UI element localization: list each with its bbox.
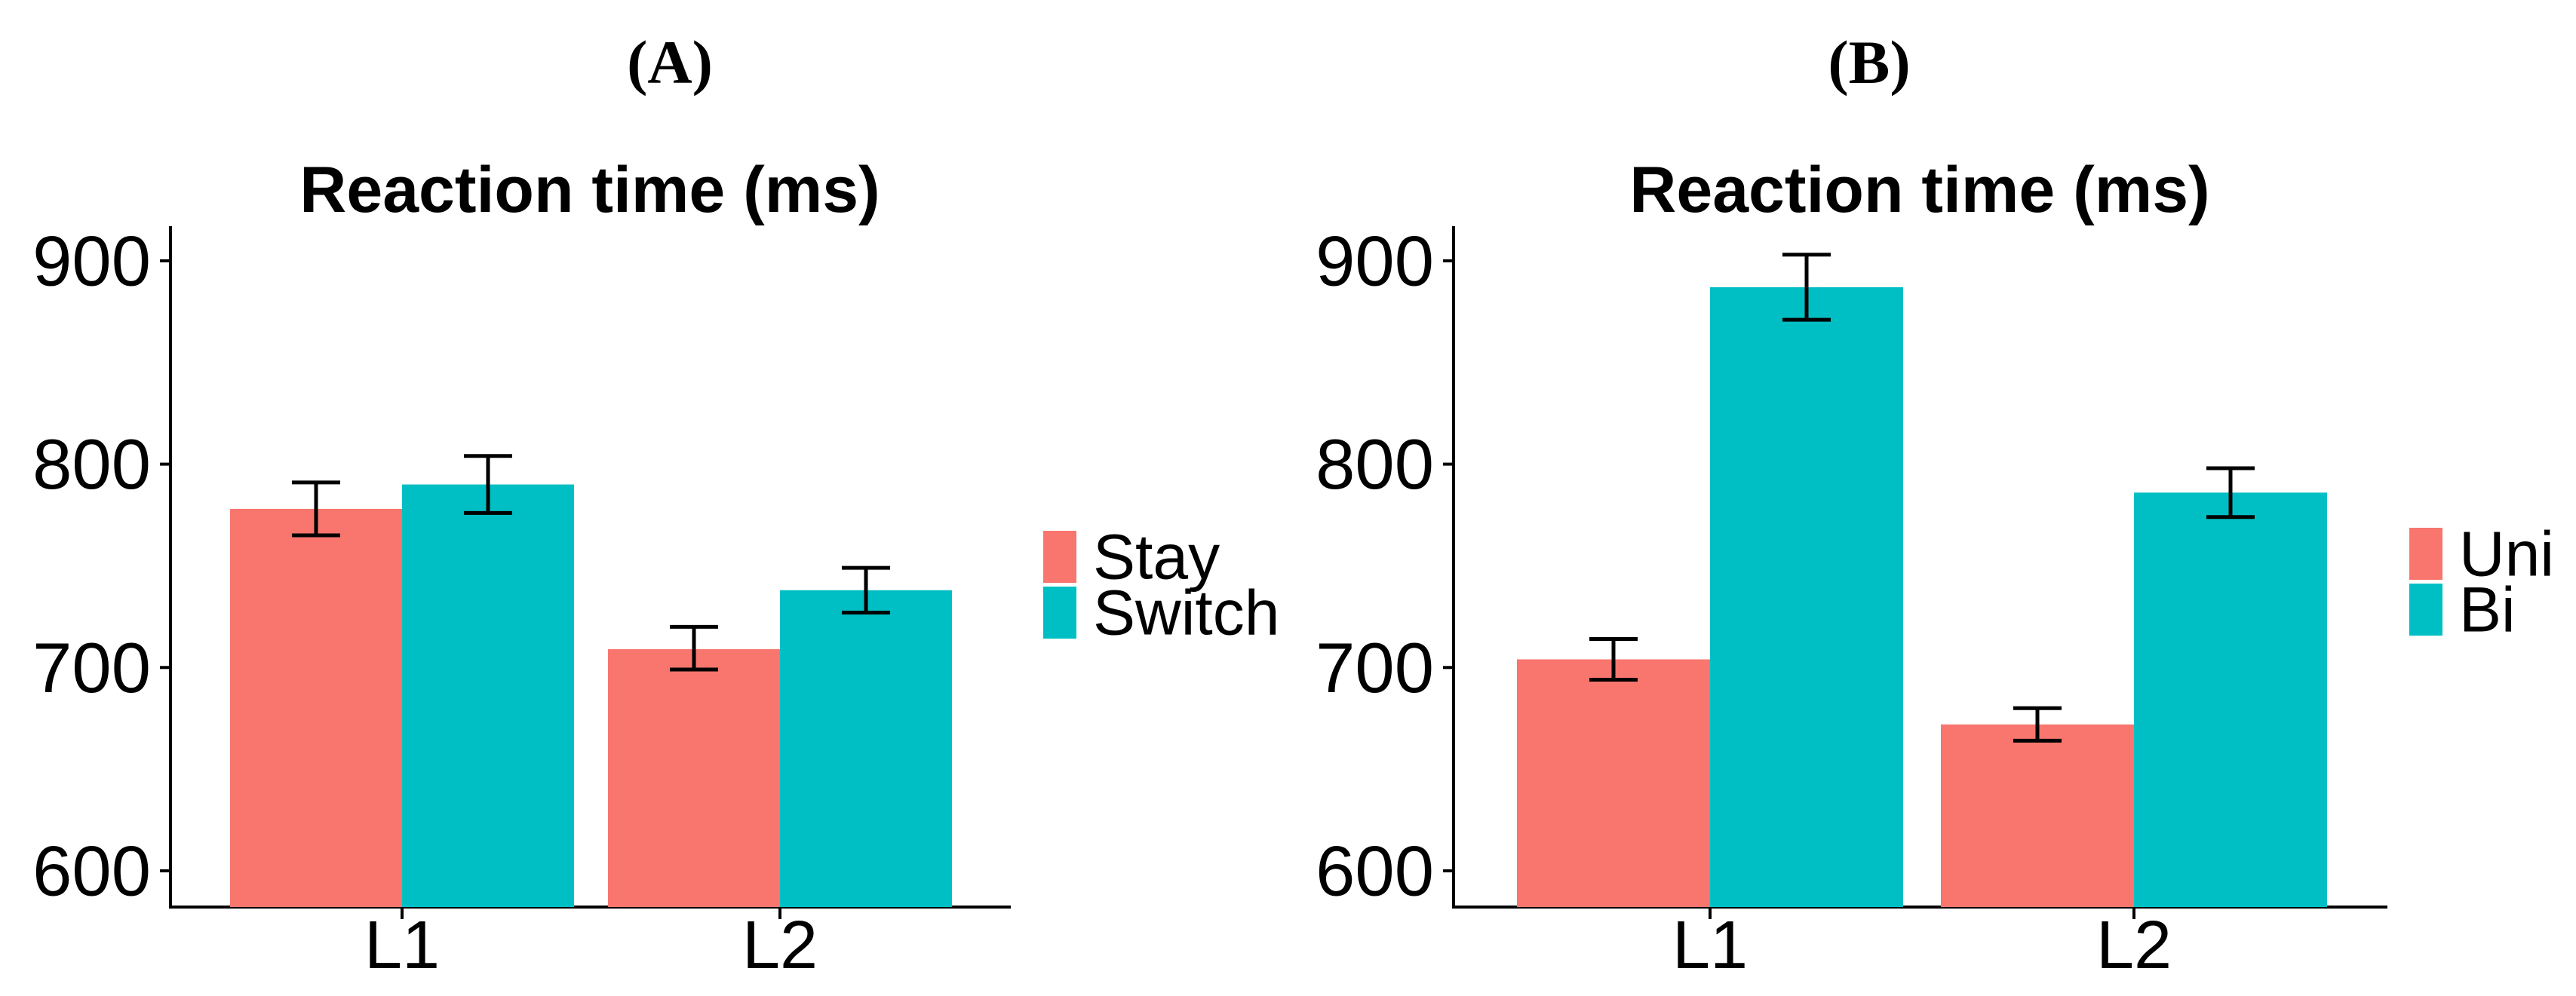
x-tick-label-a-l2: L2	[742, 908, 818, 983]
x-tick-label-a-l1: L1	[364, 908, 440, 983]
legend-label-switch: Switch	[1093, 578, 1279, 648]
legend-key-switch	[1043, 587, 1076, 639]
panel-a: (A) Reaction time (ms) 900 800 700 600 L1 L2 Sta…	[32, 28, 1279, 983]
y-tick-label-b: 700	[1316, 628, 1434, 707]
bar-stay-l1	[230, 508, 402, 907]
panel-tag-b: (B)	[1828, 28, 1910, 97]
bar-bi-l2	[2134, 492, 2327, 907]
legend-key-uni	[2409, 528, 2442, 580]
bar-uni-l1	[1517, 659, 1710, 907]
y-tick-label-b: 900	[1316, 221, 1434, 300]
bar-bi-l1	[1710, 287, 1903, 907]
bar-switch-l1	[402, 484, 574, 907]
legend-key-stay	[1043, 531, 1076, 583]
legend-label-uni: Uni	[2459, 519, 2554, 590]
x-tick-label-b-l2: L2	[2096, 908, 2172, 983]
panel-title-b: Reaction time (ms)	[1629, 154, 2209, 226]
y-tick-label-a: 900	[32, 221, 151, 300]
y-tick-label-b: 600	[1316, 832, 1434, 911]
panel-title-a: Reaction time (ms)	[299, 154, 880, 226]
panel-b: (B) Reaction time (ms) 900 800 700 600 L1 L2 Uni…	[1316, 28, 2554, 983]
y-tick-label-a: 800	[32, 424, 151, 504]
y-tick-label-a: 600	[32, 832, 151, 911]
panel-tag-a: (A)	[627, 28, 713, 97]
x-tick-label-b-l1: L1	[1672, 908, 1748, 983]
legend-label-stay: Stay	[1093, 522, 1220, 593]
bar-switch-l2	[780, 590, 952, 907]
y-tick-label-b: 800	[1316, 424, 1434, 504]
legend-key-bi	[2409, 584, 2442, 636]
y-tick-label-a: 700	[32, 628, 151, 707]
bar-uni-l2	[1941, 724, 2134, 907]
bar-stay-l2	[608, 649, 780, 907]
legend-label-bi: Bi	[2459, 575, 2516, 645]
